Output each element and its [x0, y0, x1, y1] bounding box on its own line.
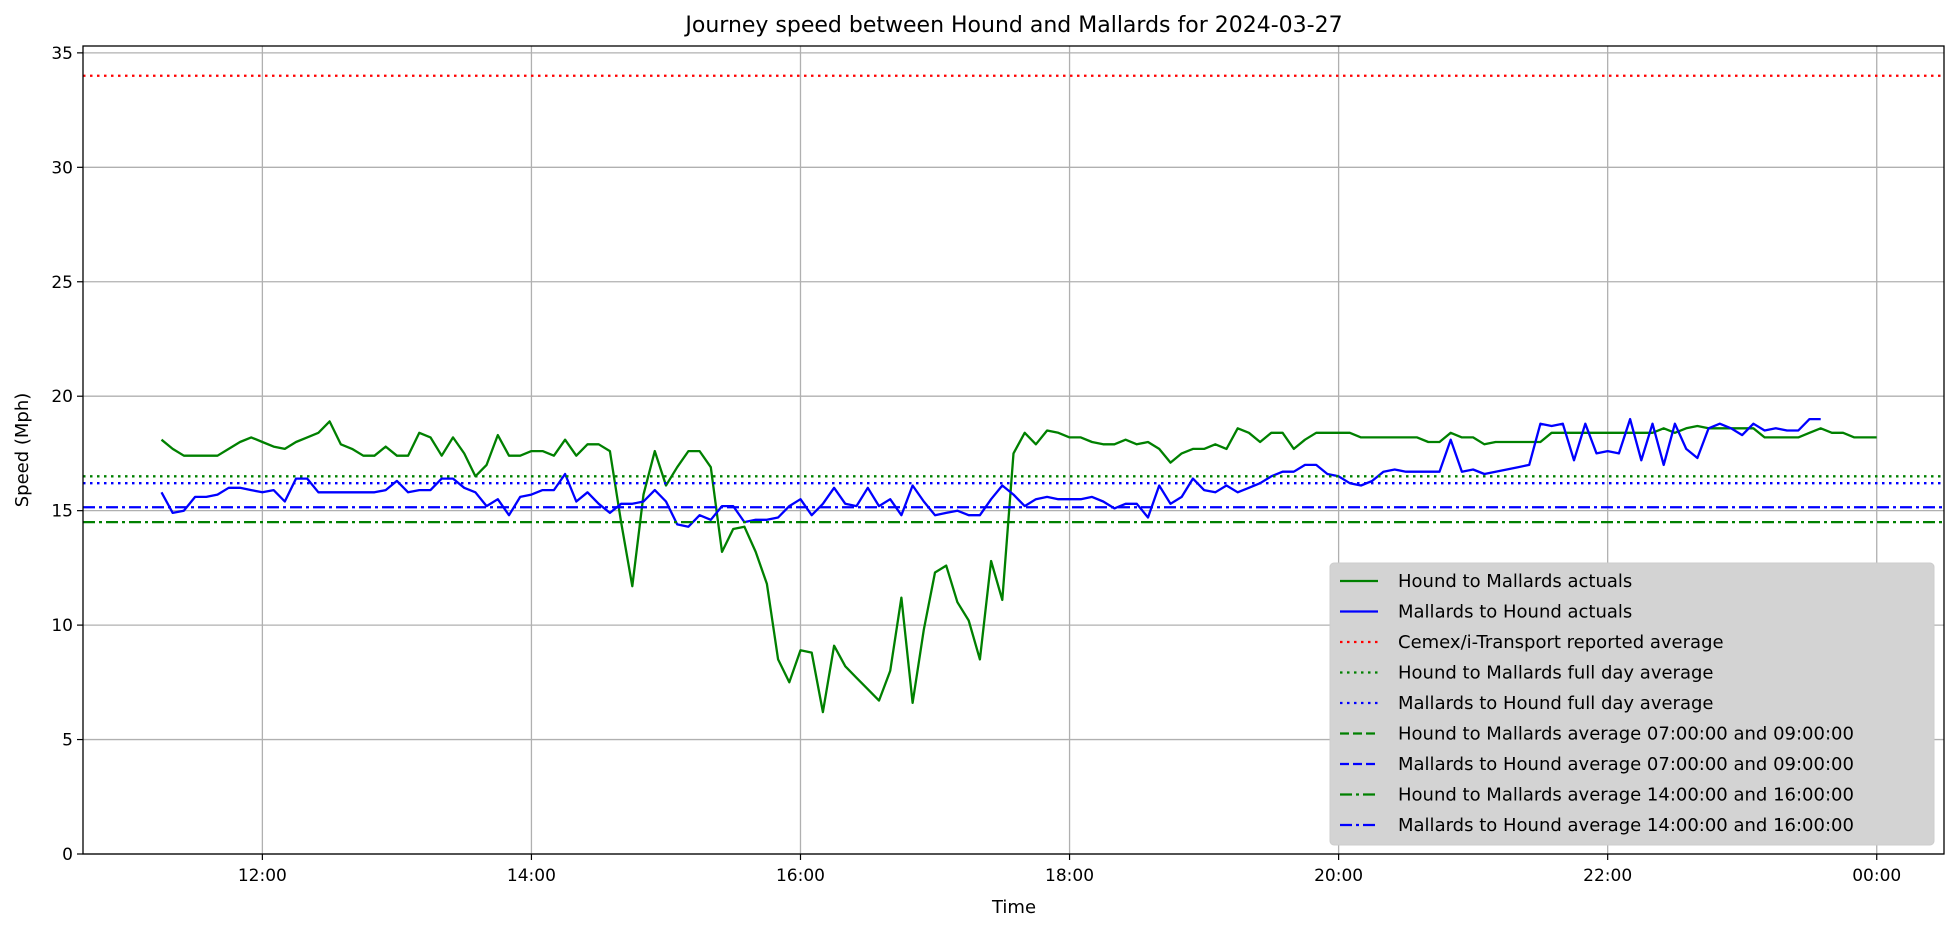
x-tick-label: 18:00 — [1045, 866, 1094, 886]
y-tick-label: 20 — [51, 387, 73, 407]
chart-title: Journey speed between Hound and Mallards… — [683, 13, 1342, 38]
legend-entry: Cemex/i-Transport reported average — [1398, 632, 1724, 653]
y-axis-label: Speed (Mph) — [12, 393, 33, 508]
series-line-0 — [160, 420, 1877, 714]
y-tick-label: 30 — [51, 158, 73, 178]
legend: Hound to Mallards actuals Mallards to Hou… — [1329, 562, 1935, 846]
y-tick-label: 5 — [62, 731, 73, 751]
legend-entry: Hound to Mallards full day average — [1398, 663, 1714, 684]
x-tick-label: 00:00 — [1852, 866, 1901, 886]
series-line-1 — [160, 417, 1821, 528]
series-layer — [83, 74, 1944, 714]
legend-entry: Hound to Mallards average 07:00:00 and 0… — [1398, 724, 1854, 745]
x-tick-label: 16:00 — [776, 866, 825, 886]
y-axis: 0 5 10 15 20 25 30 35 — [51, 44, 83, 865]
legend-entry: Hound to Mallards actuals — [1398, 571, 1632, 592]
y-tick-label: 10 — [51, 616, 73, 636]
legend-entry: Mallards to Hound average 14:00:00 and 1… — [1398, 815, 1854, 836]
plot-frame — [82, 45, 1945, 855]
y-tick-label: 35 — [51, 44, 73, 64]
legend-entry: Hound to Mallards average 14:00:00 and 1… — [1398, 785, 1854, 806]
x-tick-label: 22:00 — [1583, 866, 1632, 886]
legend-box — [1329, 562, 1935, 846]
y-tick-label: 0 — [62, 845, 73, 865]
x-tick-label: 12:00 — [238, 866, 287, 886]
y-tick-label: 25 — [51, 273, 73, 293]
x-tick-label: 20:00 — [1314, 866, 1363, 886]
x-tick-label: 14:00 — [507, 866, 556, 886]
x-axis: 12:00 14:00 16:00 18:00 20:00 22:00 00:00 — [238, 854, 1901, 886]
legend-entry: Mallards to Hound full day average — [1398, 693, 1714, 714]
x-axis-label: Time — [991, 897, 1036, 918]
legend-entry: Mallards to Hound average 07:00:00 and 0… — [1398, 754, 1854, 775]
y-tick-label: 15 — [51, 502, 73, 522]
legend-entry: Mallards to Hound actuals — [1398, 602, 1632, 623]
